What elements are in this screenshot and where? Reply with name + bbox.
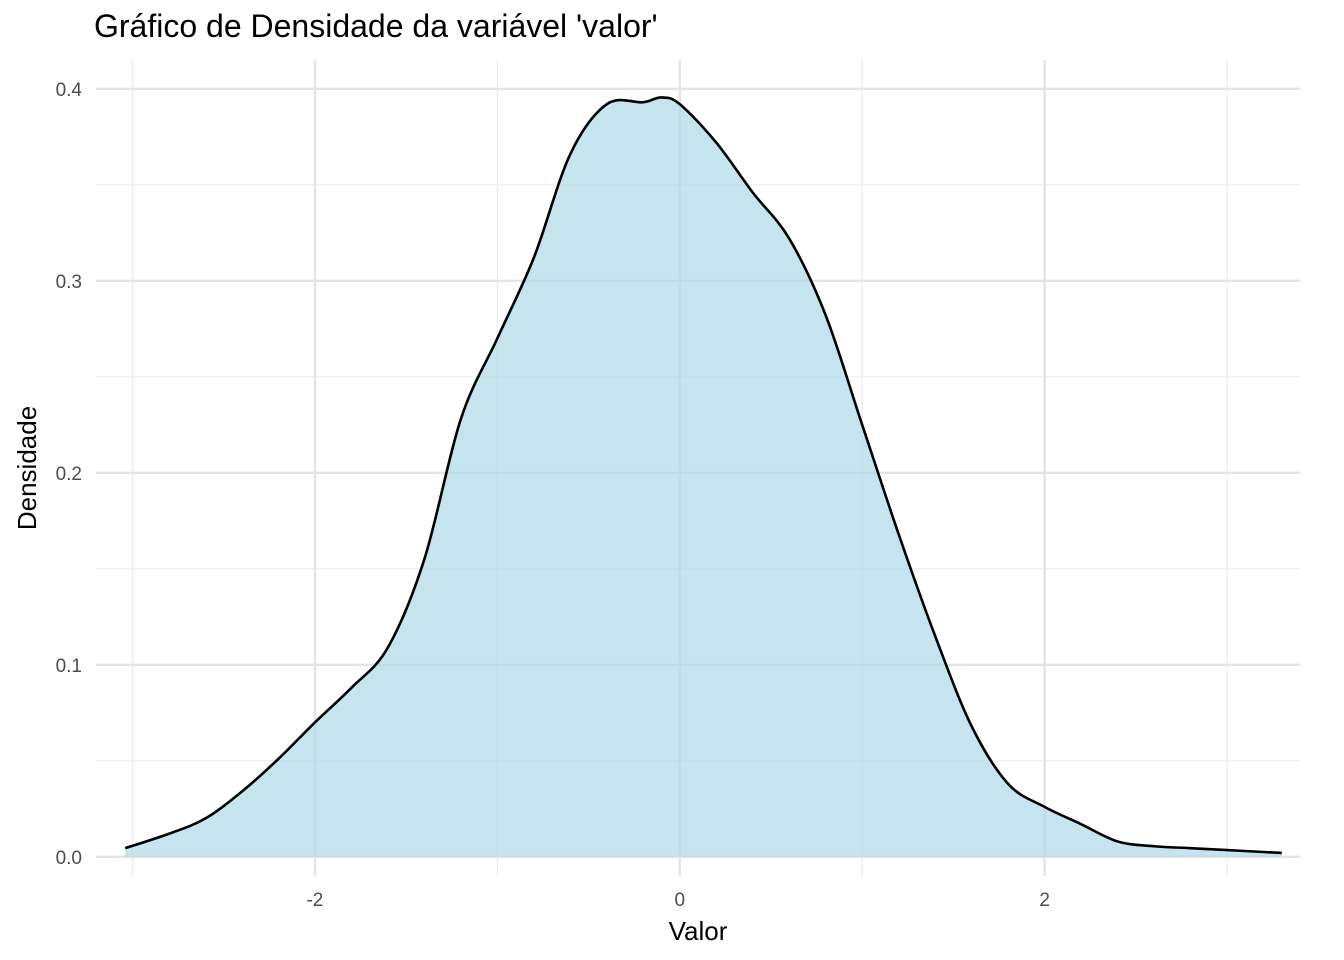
y-tick-labels: 0.0 0.1 0.2 0.3 0.4: [56, 80, 83, 869]
y-tick-label: 0.0: [56, 848, 82, 869]
y-tick-label: 0.4: [56, 80, 83, 101]
chart-title: Gráfico de Densidade da variável 'valor': [94, 8, 658, 44]
y-axis-title: Densidade: [12, 406, 42, 530]
density-series: [124, 96, 1282, 857]
y-tick-label: 0.1: [56, 656, 82, 677]
density-curve-line: [124, 96, 1282, 855]
x-axis-title: Valor: [669, 916, 728, 946]
x-tick-label: -2: [306, 890, 323, 911]
x-tick-label: 0: [674, 890, 685, 911]
y-tick-label: 0.3: [56, 272, 82, 293]
y-tick-label: 0.2: [56, 464, 82, 485]
x-tick-label: 2: [1039, 890, 1050, 911]
density-area-fill: [125, 97, 1282, 857]
x-tick-labels: -2 0 2: [306, 890, 1049, 911]
